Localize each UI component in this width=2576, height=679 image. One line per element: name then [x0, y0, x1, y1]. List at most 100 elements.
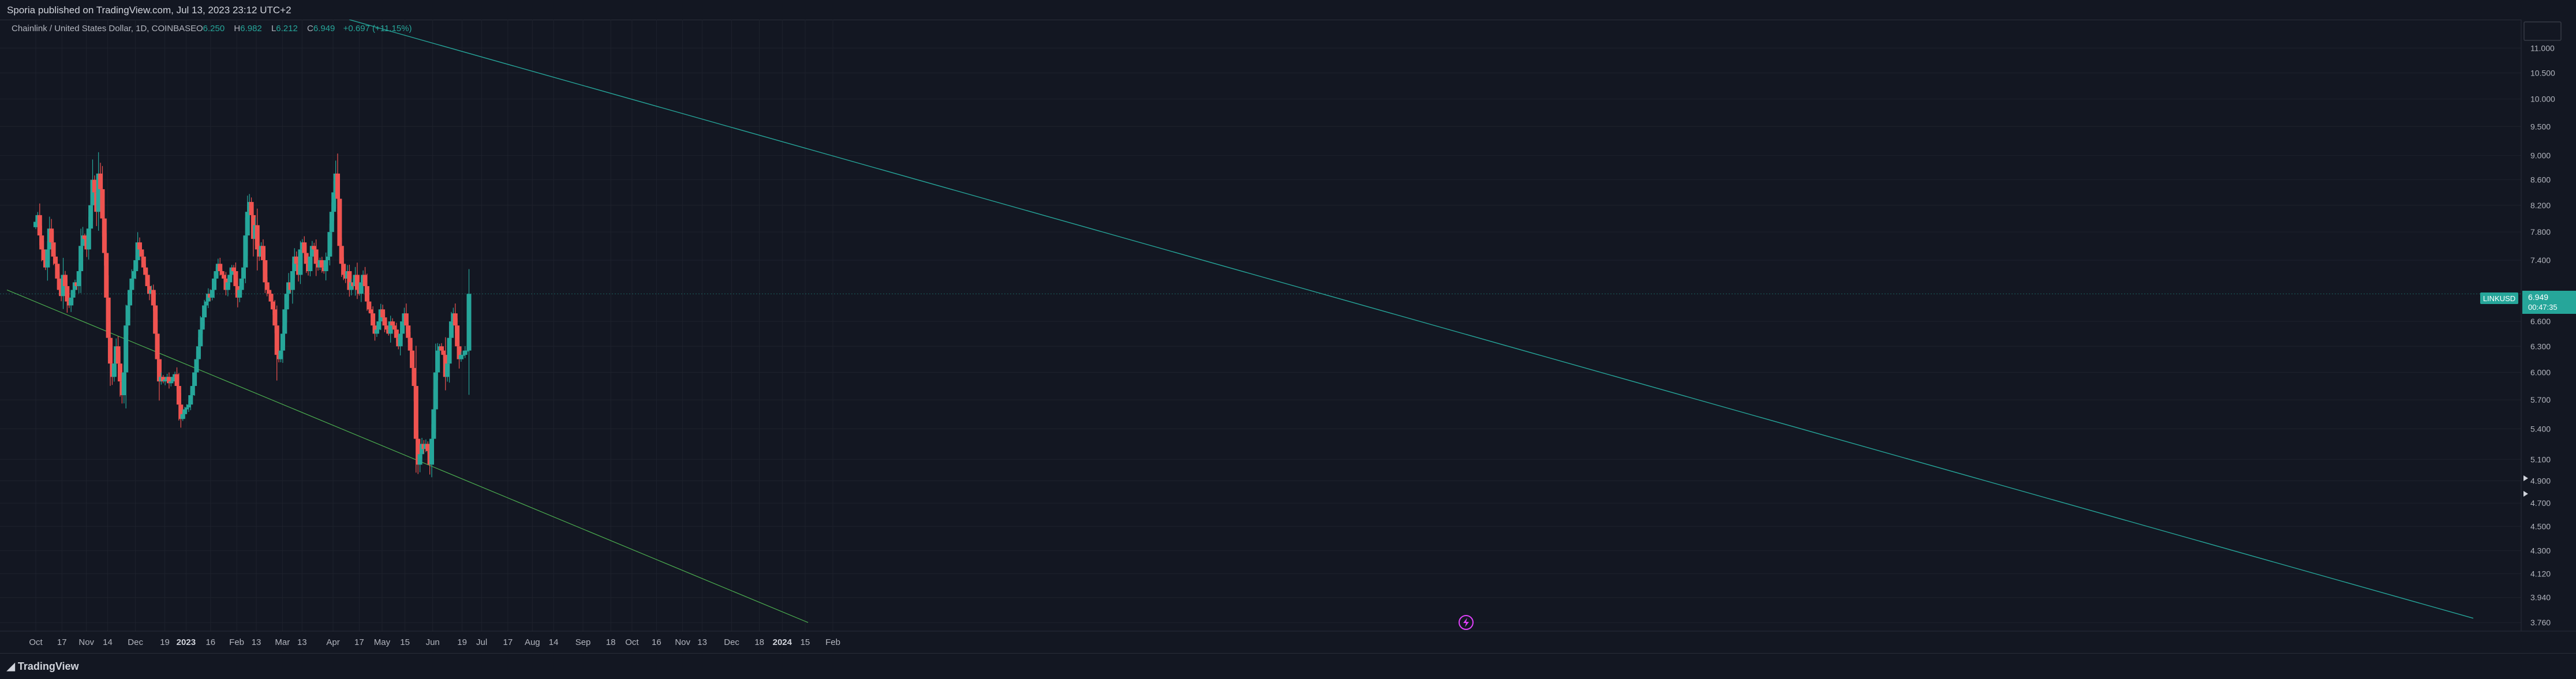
time-tick: 14	[103, 637, 113, 647]
candle-body	[156, 359, 162, 382]
price-tick: 6.600	[2530, 317, 2551, 326]
candle-body	[439, 346, 444, 351]
candle-body	[412, 367, 417, 387]
time-tick: Apr	[326, 637, 339, 647]
candle-body	[182, 409, 188, 414]
candle-body	[133, 260, 139, 271]
ohlc-values: O6.250 H6.982 L6.212 C6.949 +0.697 (+11.…	[196, 24, 412, 33]
candle-body	[272, 309, 278, 326]
candle-body	[65, 286, 70, 302]
candle-body	[358, 282, 364, 294]
candle-body	[192, 372, 197, 387]
candle-body	[98, 173, 103, 189]
candle-body	[225, 282, 230, 290]
candle-body	[425, 444, 431, 451]
candle-body	[339, 246, 344, 264]
candle-body	[92, 179, 97, 193]
price-tick: 4.300	[2530, 546, 2551, 556]
candle-body	[135, 242, 140, 261]
footer-bar: ◢ TradingView	[0, 653, 2576, 679]
candle-body	[86, 228, 91, 250]
candle-body	[41, 249, 46, 261]
candle-body	[241, 267, 246, 279]
candle-body	[227, 275, 233, 283]
axis-settings-button[interactable]	[2523, 21, 2562, 41]
candle-body	[354, 275, 360, 290]
candle-body	[461, 355, 466, 356]
candle-body	[327, 232, 332, 257]
chart-area[interactable]: 11.000 10.500 10.000 9.500 9.000 8.600 8.200 7.…	[0, 19, 2576, 653]
candle-body	[335, 173, 340, 199]
candle-body	[245, 212, 250, 236]
candle-body	[447, 337, 452, 364]
tradingview-logo[interactable]: ◢ TradingView	[7, 661, 79, 673]
arrow-right-icon[interactable]	[2523, 491, 2528, 497]
candle-body	[453, 313, 458, 326]
time-tick: Jun	[426, 637, 440, 647]
candle-body	[57, 278, 62, 290]
time-tick: Sep	[575, 637, 591, 647]
price-tick: 7.400	[2530, 256, 2551, 265]
candle-body	[82, 235, 87, 239]
candle-body	[445, 363, 450, 377]
candle-body	[429, 438, 434, 465]
candle-body	[268, 294, 274, 302]
candle-body	[458, 355, 463, 359]
candle-body	[78, 246, 84, 271]
candle-body	[37, 215, 42, 236]
candle-body	[433, 372, 438, 410]
candle-body	[233, 271, 238, 286]
price-tick: 4.700	[2530, 498, 2551, 508]
candle-body	[39, 235, 44, 250]
candle-body	[90, 179, 95, 205]
candle-body	[155, 333, 160, 359]
candle-body	[170, 377, 175, 382]
time-tick: Feb	[229, 637, 244, 647]
descending-resistance-trendline[interactable]	[349, 19, 2474, 619]
candle-body	[166, 377, 171, 384]
candle-body	[441, 350, 446, 355]
time-tick: 19	[457, 637, 467, 647]
candle-body	[190, 386, 195, 396]
time-tick: May	[374, 637, 391, 647]
time-tick: 18	[606, 637, 616, 647]
candle-body	[169, 381, 174, 384]
event-marker[interactable]	[1459, 615, 1474, 630]
candle-body	[403, 313, 409, 326]
candle-body	[392, 325, 397, 330]
candle-body	[282, 309, 287, 334]
candle-body	[212, 278, 217, 290]
arrow-right-icon[interactable]	[2523, 475, 2528, 481]
candle-body	[417, 454, 423, 465]
candle-body	[186, 404, 191, 408]
lightning-icon[interactable]	[1459, 615, 1474, 630]
price-chart[interactable]: 11.000 10.500 10.000 9.500 9.000 8.600 8.200 7.…	[0, 19, 2576, 653]
candle-body	[407, 337, 413, 351]
open-value: 6.250	[203, 24, 225, 33]
trendlines[interactable]	[6, 19, 2474, 623]
price-tick: 5.100	[2530, 455, 2551, 464]
time-tick: Dec	[724, 637, 739, 647]
candle-body	[280, 333, 285, 351]
price-tick: 5.700	[2530, 395, 2551, 404]
price-tick: 10.500	[2530, 68, 2555, 77]
time-tick: Mar	[275, 637, 290, 647]
candle-body	[410, 350, 415, 368]
candle-body	[72, 282, 77, 290]
candle-body	[388, 321, 393, 334]
candle-body	[45, 249, 50, 268]
time-axis[interactable]: Oct 17 Nov 14 Dec 19 2023 16 Feb 13 Mar 13 Apr 17 May 1…	[0, 631, 2576, 653]
candle-body	[100, 189, 105, 219]
time-tick: Oct	[625, 637, 639, 647]
price-axis[interactable]: 11.000 10.500 10.000 9.500 9.000 8.600 8.200 7.…	[2521, 20, 2576, 631]
candle-body	[137, 242, 142, 250]
candle-body	[465, 350, 470, 352]
candle-body	[231, 267, 236, 271]
candle-body	[382, 317, 387, 326]
candle-body	[364, 286, 369, 302]
scroll-arrows[interactable]	[2523, 475, 2528, 497]
time-tick: 2023	[177, 637, 196, 647]
candle-body	[108, 337, 113, 364]
candle-body	[284, 294, 289, 310]
descending-support-trendline[interactable]	[6, 289, 809, 623]
